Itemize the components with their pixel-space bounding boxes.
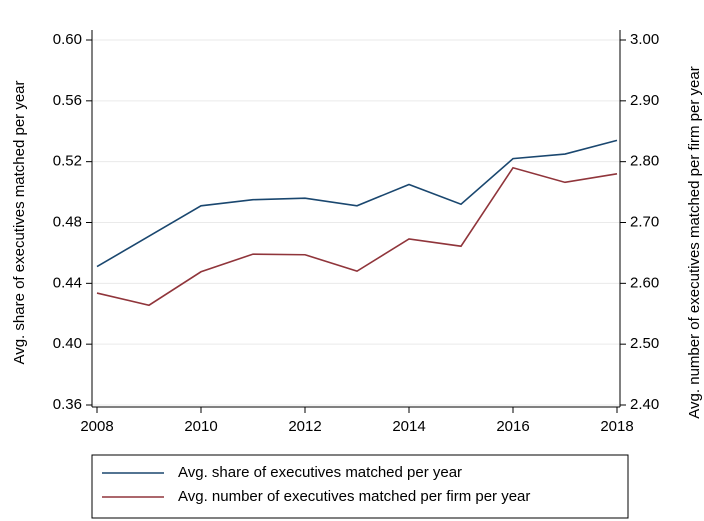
x-tick-label: 2010 [184,418,217,435]
y2-tick-label: 2.70 [630,213,659,230]
y2-tick-label: 2.90 [630,92,659,109]
legend-label: Avg. number of executives matched per fi… [178,488,530,505]
x-tick-label: 2018 [600,418,633,435]
x-tick-label: 2016 [496,418,529,435]
legend-label: Avg. share of executives matched per yea… [178,464,462,481]
y2-tick-label: 2.80 [630,153,659,170]
series-line [96,166,618,307]
x-tick-label: 2014 [392,418,425,435]
y-tick-label: 0.40 [53,335,82,352]
y2-tick-label: 3.00 [630,31,659,48]
y-tick-label: 0.56 [53,92,82,109]
series-line [96,139,618,268]
x-tick-label: 2008 [80,418,113,435]
y-tick-label: 0.48 [53,213,82,230]
y-tick-label: 0.60 [53,31,82,48]
y2-tick-label: 2.60 [630,274,659,291]
y-axis-title: Avg. share of executives matched per yea… [11,80,28,364]
legend-box [91,454,629,519]
x-tick-label: 2012 [288,418,321,435]
y-tick-label: 0.36 [53,396,82,413]
y-tick-label: 0.44 [53,274,82,291]
y2-tick-label: 2.50 [630,335,659,352]
y2-tick-label: 2.40 [630,396,659,413]
y-tick-label: 0.52 [53,153,82,170]
y2-axis-title: Avg. number of executives matched per fi… [686,66,703,418]
